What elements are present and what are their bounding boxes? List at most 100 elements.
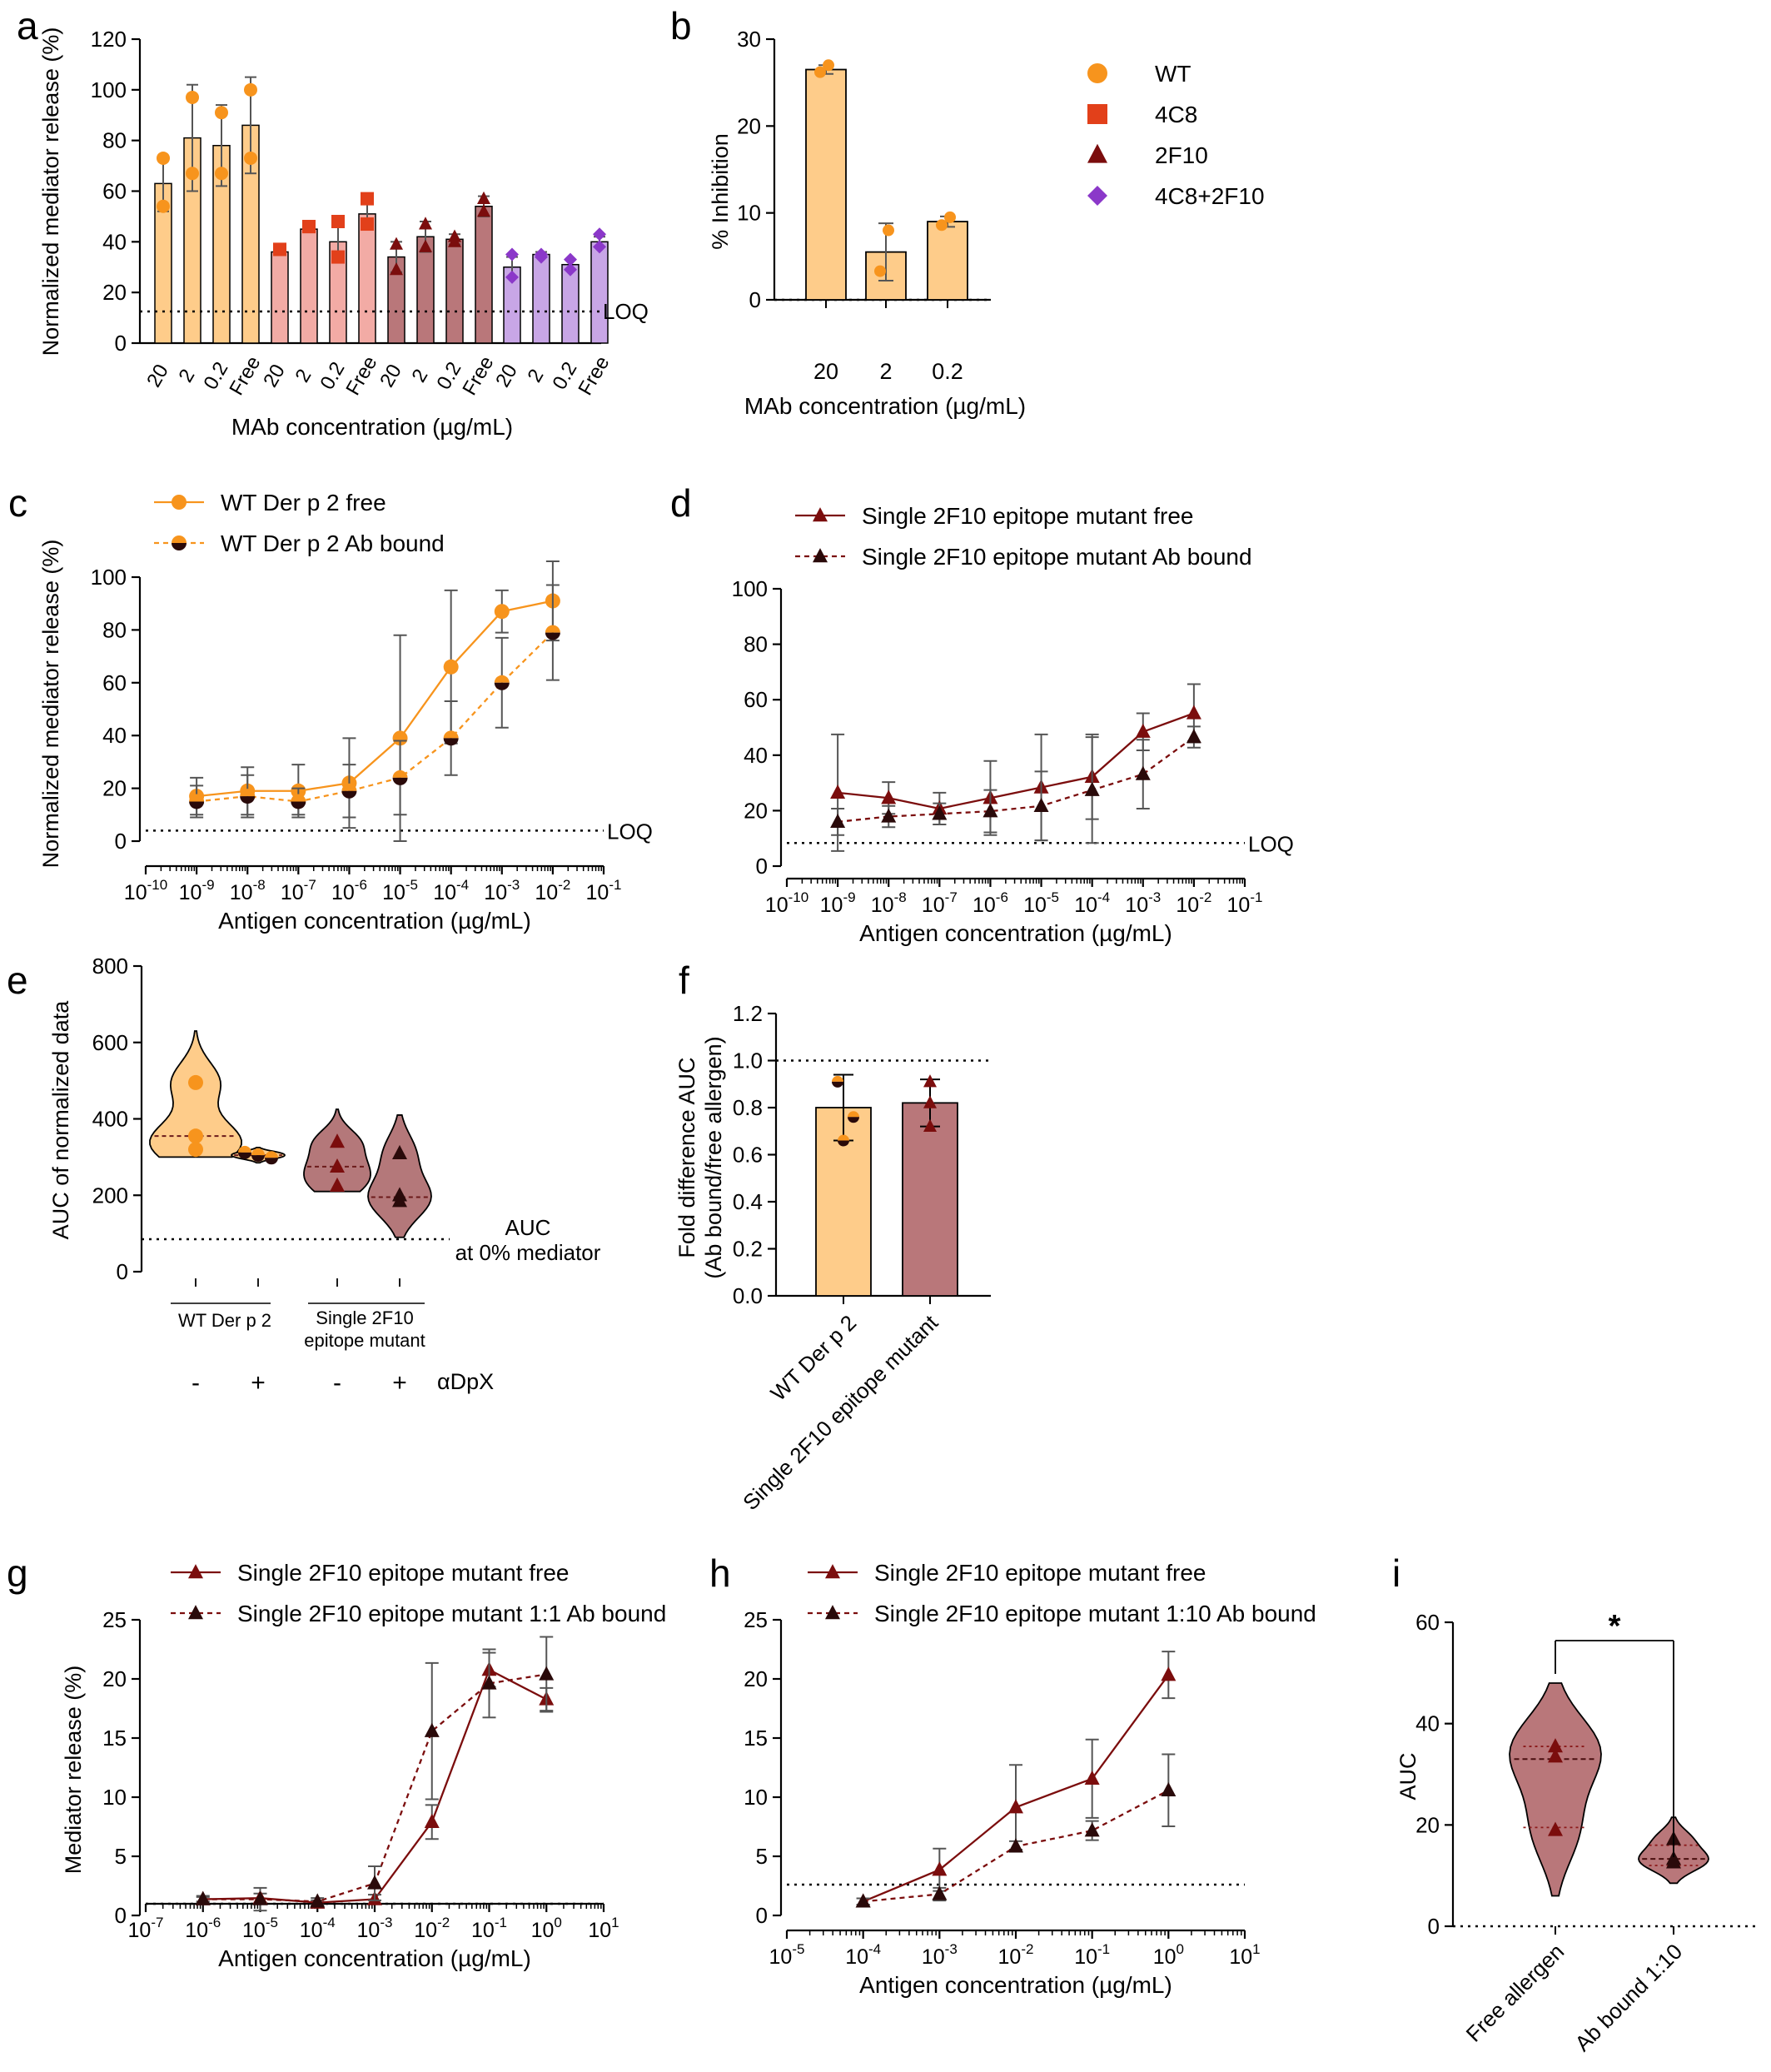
panel-g-point [367, 1875, 382, 1890]
panel-c-point-top [392, 770, 408, 778]
panel-h-xaxis-tick-label: 10-3 [922, 1941, 958, 1969]
panel-d-point [1186, 729, 1201, 744]
panel-g-yaxis-tick-label: 10 [102, 1785, 127, 1810]
panel-e-yaxis-tick-label: 800 [92, 954, 128, 979]
panel-c-series-line [196, 600, 554, 798]
panel-g-point [310, 1893, 326, 1908]
panel-g-xaxis-tick-label: 10-3 [357, 1915, 393, 1942]
panel-c-legend-marker-bottom [172, 543, 187, 550]
panel-a-point [186, 90, 199, 104]
panel-h-yaxis-tick-label: 5 [756, 1844, 768, 1869]
panel-e-point-bottom [251, 1155, 265, 1163]
panel-g-xaxis-tick-label: 10-6 [185, 1915, 221, 1942]
panel-c-point-bottom [291, 801, 306, 809]
panel-a-tick-label: Free [225, 352, 265, 399]
panel-f-yaxis-tick-label: 0.0 [733, 1283, 763, 1308]
panel-c-yaxis-tick-label: 40 [102, 723, 127, 748]
panel-g-xaxis-tick-label: 10-7 [128, 1915, 164, 1942]
panel-d-loq-label: LOQ [1248, 831, 1294, 856]
panel-a-point [302, 220, 316, 234]
panel-c-xaxis-tick-label: 10-8 [230, 877, 266, 904]
panel-c-legend-marker [172, 495, 187, 510]
panel-h-point [1084, 1770, 1100, 1785]
panel-a-point [157, 199, 170, 213]
panel-h-point [932, 1885, 948, 1900]
panel-b-legend-label: 4C8+2F10 [1155, 183, 1265, 209]
panel-b-legend-marker [1087, 104, 1107, 124]
panel-b-bar [805, 68, 847, 301]
panel-b-legend-label: WT [1155, 61, 1191, 87]
panel-c-point-bottom [545, 632, 560, 640]
panel-d-series-line [837, 712, 1195, 810]
panel-h-legend-label: Single 2F10 epitope mutant 1:10 Ab bound [874, 1601, 1316, 1626]
panel-c-xaxis-tick-label: 10-3 [484, 877, 520, 904]
panel-c-ylabel: Normalized mediator release (%) [38, 540, 63, 869]
panel-d-legend-marker [813, 548, 828, 563]
panel-i-point [1548, 1738, 1563, 1753]
panel-a-point [390, 261, 403, 276]
panel-e-yaxis-tick-label: 400 [92, 1107, 128, 1132]
panel-h-legend-marker [825, 1564, 840, 1579]
panel-f-ylabel: (Ab bound/free allergen) [701, 1036, 726, 1278]
panel-b-legend-label: 4C8 [1155, 102, 1197, 127]
panel-a-point [593, 240, 606, 254]
panel-a-bar [561, 263, 580, 344]
panel-g-point [539, 1666, 555, 1681]
panel-e-group-label: WT Der p 2 [178, 1310, 271, 1331]
panel-c-point [494, 604, 510, 620]
panel-g-yaxis-tick-label: 5 [115, 1844, 127, 1869]
panel-a-bar [445, 238, 464, 344]
panel-a-point [564, 252, 577, 266]
panel-f-ylabel: Fold difference AUC [674, 1057, 699, 1258]
panel-c-yaxis-tick-label: 0 [115, 829, 127, 854]
panel-e-point [330, 1158, 345, 1173]
panel-h-point [932, 1861, 948, 1876]
panel-c-legend-label: WT Der p 2 Ab bound [221, 530, 445, 556]
panel-d-point [932, 805, 948, 820]
panel-h-point [1084, 1822, 1100, 1837]
panel-a-bar [358, 213, 376, 344]
panel-c-point [392, 730, 408, 746]
panel-d-point [1135, 765, 1151, 780]
panel-i-point [1548, 1748, 1563, 1763]
panel-f-point-bottom [832, 1081, 843, 1088]
panel-c-xaxis-tick-label: 10-7 [281, 877, 316, 904]
panel-c-loq-label: LOQ [607, 819, 653, 844]
panel-f-yaxis-tick-label: 0.8 [733, 1095, 763, 1120]
panel-a-point [361, 217, 374, 232]
panel-f-yaxis-tick-label: 0.2 [733, 1237, 763, 1262]
panel-b-xlabel: MAb concentration (µg/mL) [744, 393, 1026, 419]
panel-b-yaxis-tick-label: 20 [737, 113, 761, 138]
panel-a-point [331, 215, 345, 228]
panel-e-point-top [238, 1145, 251, 1153]
panel-a-point [244, 151, 257, 165]
panel-a-tick-label: 2 [523, 366, 548, 386]
panel-a-point [593, 227, 606, 242]
panel-a-point [419, 239, 432, 252]
panel-c-yaxis-tick-label: 100 [91, 565, 127, 590]
panel-d-point [830, 784, 846, 799]
panel-g-yaxis-tick-label: 0 [115, 1903, 127, 1928]
panel-i-ylabel: AUC [1395, 1752, 1420, 1800]
panel-g-legend-marker [188, 1605, 203, 1620]
panel-b-point [874, 265, 886, 277]
panel-g-yaxis-tick-label: 15 [102, 1726, 127, 1751]
panel-d-point [1084, 781, 1100, 796]
panel-c-point-bottom [240, 796, 256, 804]
panel-h-xlabel: Antigen concentration (µg/mL) [859, 1972, 1172, 1998]
panel-a-point [505, 247, 519, 261]
panel-b-point [883, 224, 894, 237]
panel-e-violin [303, 1108, 371, 1193]
panel-a-bar [300, 228, 318, 344]
panel-b-legend-marker [1087, 143, 1107, 163]
panel-i-violin [1509, 1682, 1602, 1897]
panel-h-point [1161, 1666, 1177, 1681]
panel-c-xaxis-tick-label: 10-1 [586, 877, 622, 904]
panel-g-yaxis-tick-label: 20 [102, 1666, 127, 1691]
panel-c-yaxis-tick-label: 80 [102, 617, 127, 642]
panel-d-xaxis-tick-label: 10-5 [1023, 889, 1059, 917]
panel-a-point [564, 262, 577, 276]
panel-f-yaxis-tick-label: 1.2 [733, 1001, 763, 1026]
panel-h-xaxis-tick-label: 10-5 [769, 1941, 805, 1969]
panel-e-point [330, 1133, 345, 1148]
